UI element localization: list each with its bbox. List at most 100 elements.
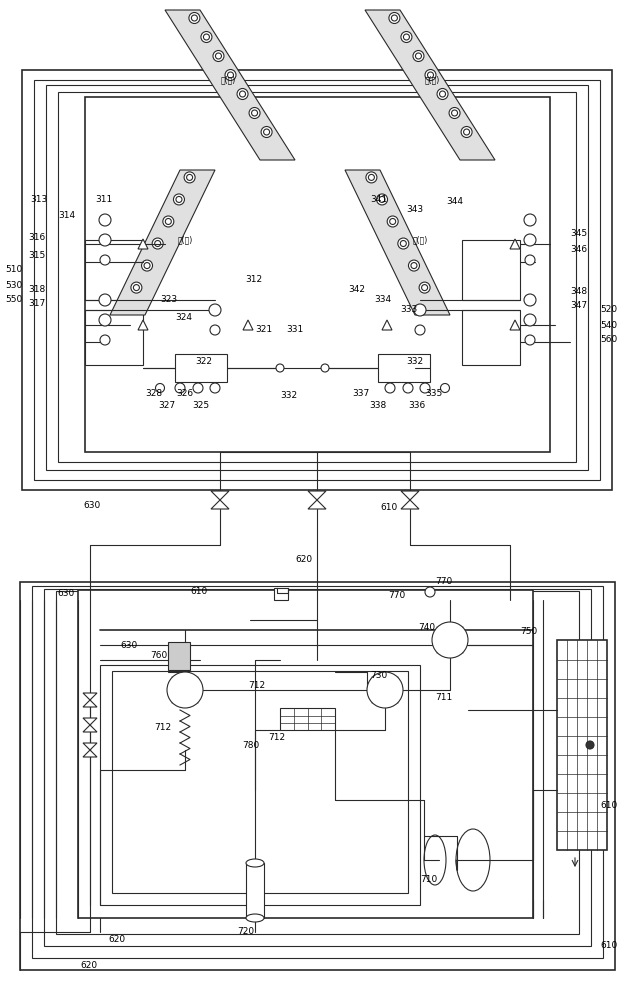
Circle shape (99, 234, 111, 246)
Circle shape (385, 383, 395, 393)
Text: 316: 316 (28, 233, 45, 242)
Circle shape (525, 335, 535, 345)
Circle shape (264, 129, 269, 135)
Text: 335: 335 (425, 389, 443, 398)
Circle shape (415, 53, 422, 59)
Circle shape (152, 238, 163, 249)
Bar (22, 70, 612, 490)
Circle shape (403, 383, 413, 393)
Bar (20, 582, 615, 970)
Circle shape (209, 304, 221, 316)
Circle shape (252, 110, 257, 116)
Polygon shape (83, 693, 97, 700)
Circle shape (390, 218, 396, 224)
Circle shape (144, 263, 150, 269)
Circle shape (249, 107, 260, 118)
Text: 620: 620 (108, 936, 125, 944)
Circle shape (155, 241, 160, 247)
Text: 620: 620 (80, 960, 97, 970)
Circle shape (414, 304, 426, 316)
Circle shape (425, 70, 436, 81)
Polygon shape (401, 500, 419, 509)
Ellipse shape (246, 859, 264, 867)
Text: 550: 550 (5, 296, 22, 304)
Bar (462, 240, 520, 300)
Circle shape (525, 255, 535, 265)
Text: 334: 334 (374, 296, 391, 304)
Circle shape (420, 383, 430, 393)
Text: 711: 711 (435, 694, 452, 702)
Circle shape (403, 34, 410, 40)
Text: 540: 540 (600, 320, 617, 330)
Text: 336: 336 (408, 400, 425, 410)
Circle shape (379, 196, 385, 202)
Polygon shape (83, 743, 97, 750)
Polygon shape (510, 239, 520, 249)
Ellipse shape (246, 914, 264, 922)
Text: 712: 712 (268, 734, 285, 742)
Text: 333: 333 (400, 306, 417, 314)
Text: 344: 344 (446, 198, 463, 207)
Text: 630: 630 (83, 502, 100, 510)
Bar (58, 92, 576, 462)
Text: 712: 712 (154, 722, 171, 732)
Circle shape (261, 126, 272, 137)
Circle shape (451, 110, 458, 116)
Circle shape (204, 34, 209, 40)
Circle shape (415, 325, 425, 335)
Polygon shape (365, 10, 495, 160)
Circle shape (524, 314, 536, 326)
Circle shape (439, 91, 446, 97)
Text: 610: 610 (600, 940, 618, 950)
Text: 327: 327 (158, 400, 175, 410)
Text: 780: 780 (242, 740, 259, 750)
Text: 347: 347 (570, 300, 587, 310)
Text: 610: 610 (380, 502, 398, 512)
Circle shape (419, 282, 430, 293)
Text: 338: 338 (369, 400, 386, 410)
Polygon shape (83, 718, 97, 725)
Text: 510: 510 (5, 265, 22, 274)
Circle shape (225, 70, 236, 81)
Circle shape (461, 126, 472, 137)
Text: 720: 720 (237, 928, 254, 936)
Circle shape (155, 383, 164, 392)
Circle shape (432, 622, 468, 658)
Text: 710: 710 (420, 876, 437, 884)
Bar (557, 640, 607, 850)
Text: 热(冷): 热(冷) (424, 76, 439, 85)
Text: 315: 315 (28, 251, 45, 260)
Text: 321: 321 (255, 326, 272, 334)
Circle shape (167, 672, 203, 708)
Text: 750: 750 (520, 628, 537, 637)
Text: 冷(热): 冷(热) (221, 76, 236, 85)
Bar (462, 310, 520, 365)
Circle shape (210, 325, 220, 335)
Polygon shape (83, 725, 97, 732)
Circle shape (400, 241, 406, 247)
Text: 343: 343 (406, 206, 423, 215)
Bar (112, 671, 408, 893)
Polygon shape (83, 750, 97, 757)
Circle shape (441, 383, 450, 392)
Polygon shape (83, 700, 97, 707)
Text: 770: 770 (388, 590, 405, 599)
Circle shape (387, 216, 398, 227)
Circle shape (186, 174, 193, 180)
Circle shape (184, 172, 195, 183)
Text: 346: 346 (570, 245, 587, 254)
Circle shape (449, 107, 460, 118)
Circle shape (175, 383, 185, 393)
Text: 328: 328 (145, 389, 162, 398)
Circle shape (163, 216, 174, 227)
Circle shape (422, 285, 427, 291)
Circle shape (201, 31, 212, 42)
Polygon shape (308, 491, 326, 500)
Circle shape (131, 282, 142, 293)
Circle shape (401, 31, 412, 42)
Circle shape (398, 238, 409, 249)
Text: 730: 730 (370, 670, 387, 680)
Text: 760: 760 (150, 650, 167, 660)
Polygon shape (211, 500, 229, 509)
Polygon shape (401, 491, 419, 500)
